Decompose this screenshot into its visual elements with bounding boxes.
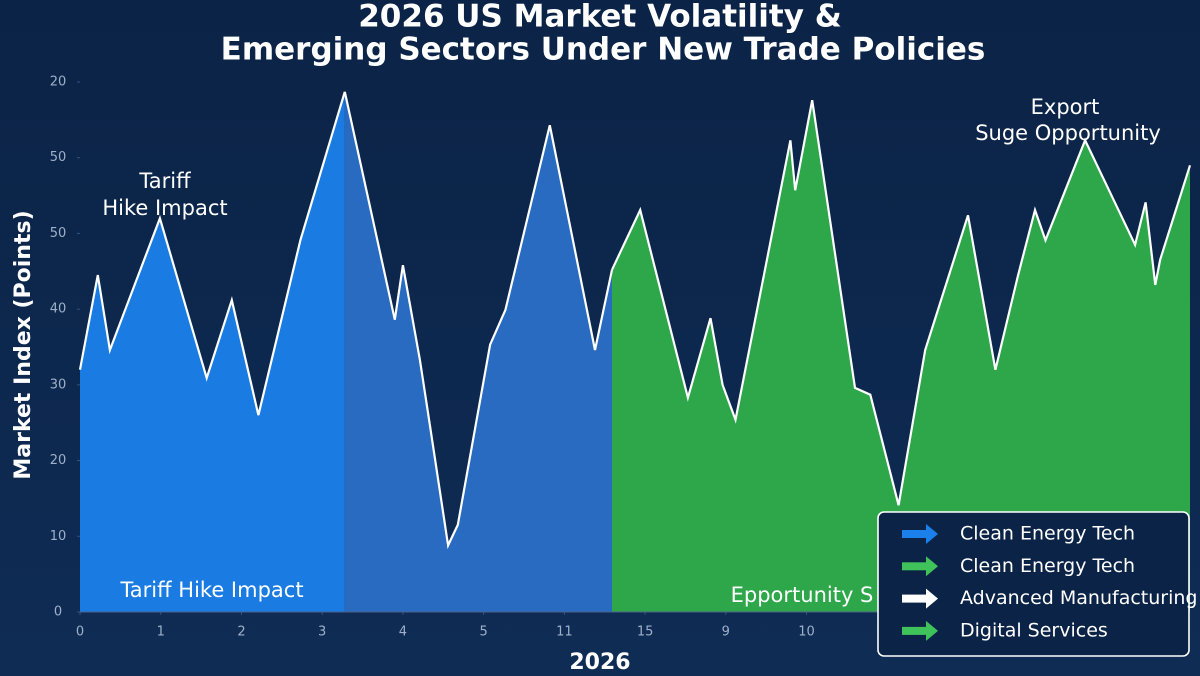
y-tick-label: 50 [50,150,67,165]
line [343,91,614,550]
legend-swatch [902,626,928,635]
area-fill [611,100,1190,612]
annotation: Hike Impact [102,196,227,220]
legend-label: Advanced Manufacturing [960,587,1197,609]
legend-swatch [902,562,928,571]
y-tick-label: 30 [50,377,67,392]
x-tick-label: 5 [479,625,487,640]
legend-swatch [926,620,938,641]
legend-swatch [902,530,928,538]
line [78,91,346,416]
y-tick-label: 10 [50,529,67,544]
legend-swatch [926,588,938,609]
y-tick-label: 20 [50,75,67,90]
y-axis-label: Market Index (Points) [11,210,36,479]
legend-label: Clean Energy Tech [960,555,1135,577]
y-tick-label: 0 [54,605,62,620]
legend-swatch [926,524,938,544]
x-tick-label: 10 [798,625,815,640]
x-tick-label: 4 [399,625,407,640]
area-fill [344,91,612,613]
area-fill [80,91,345,613]
x-tick-label: 15 [637,625,654,640]
annotation: Suge Opportunity [975,121,1161,145]
x-tick-label: 3 [318,625,326,640]
annotation: Tariff [138,169,191,193]
legend-label: Digital Services [960,619,1108,641]
line [611,99,1192,506]
annotation: Export [1031,95,1100,119]
chart-title: 2026 US Market Volatility & [358,0,842,35]
annotation: Tariff Hike Impact [119,578,303,602]
annotation: Epportunity S [731,583,874,607]
y-tick-label: 40 [50,302,67,317]
chart-title: Emerging Sectors Under New Trade Policie… [221,32,986,68]
legend-label: Clean Energy Tech [960,523,1135,545]
legend: Clean Energy Tech Clean Energy Tech Advanc… [877,511,1197,657]
y-tick-label: 50 [50,226,67,241]
y-tick-label: 20 [50,453,67,468]
x-tick-label: 1 [157,625,165,640]
x-axis-label: 2026 [569,650,630,675]
legend-swatch [926,556,938,577]
x-tick-label: 9 [722,625,730,640]
x-tick-label: 2 [237,625,245,640]
legend-swatch [902,594,928,603]
x-tick-label: 11 [556,625,573,640]
legend-box [877,511,1190,657]
plot-area: 0 10 20 30 40 50 50 20 0 1 2 3 4 5 11 15 9 10 [50,75,1192,640]
x-tick-label: 0 [76,625,84,640]
